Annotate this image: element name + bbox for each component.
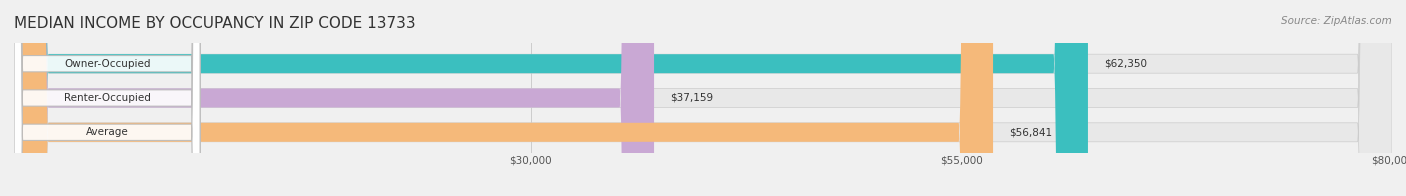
- Text: $37,159: $37,159: [671, 93, 714, 103]
- Text: Average: Average: [86, 127, 129, 137]
- FancyBboxPatch shape: [14, 0, 993, 196]
- FancyBboxPatch shape: [14, 0, 654, 196]
- FancyBboxPatch shape: [14, 0, 1392, 196]
- FancyBboxPatch shape: [14, 0, 1392, 196]
- Text: Owner-Occupied: Owner-Occupied: [65, 59, 150, 69]
- Text: $56,841: $56,841: [1010, 127, 1053, 137]
- FancyBboxPatch shape: [14, 0, 1392, 196]
- Text: MEDIAN INCOME BY OCCUPANCY IN ZIP CODE 13733: MEDIAN INCOME BY OCCUPANCY IN ZIP CODE 1…: [14, 16, 416, 31]
- FancyBboxPatch shape: [14, 0, 200, 196]
- FancyBboxPatch shape: [14, 0, 200, 196]
- Text: $62,350: $62,350: [1105, 59, 1147, 69]
- FancyBboxPatch shape: [14, 0, 200, 196]
- Text: Source: ZipAtlas.com: Source: ZipAtlas.com: [1281, 16, 1392, 26]
- FancyBboxPatch shape: [14, 0, 1088, 196]
- Text: Renter-Occupied: Renter-Occupied: [65, 93, 152, 103]
